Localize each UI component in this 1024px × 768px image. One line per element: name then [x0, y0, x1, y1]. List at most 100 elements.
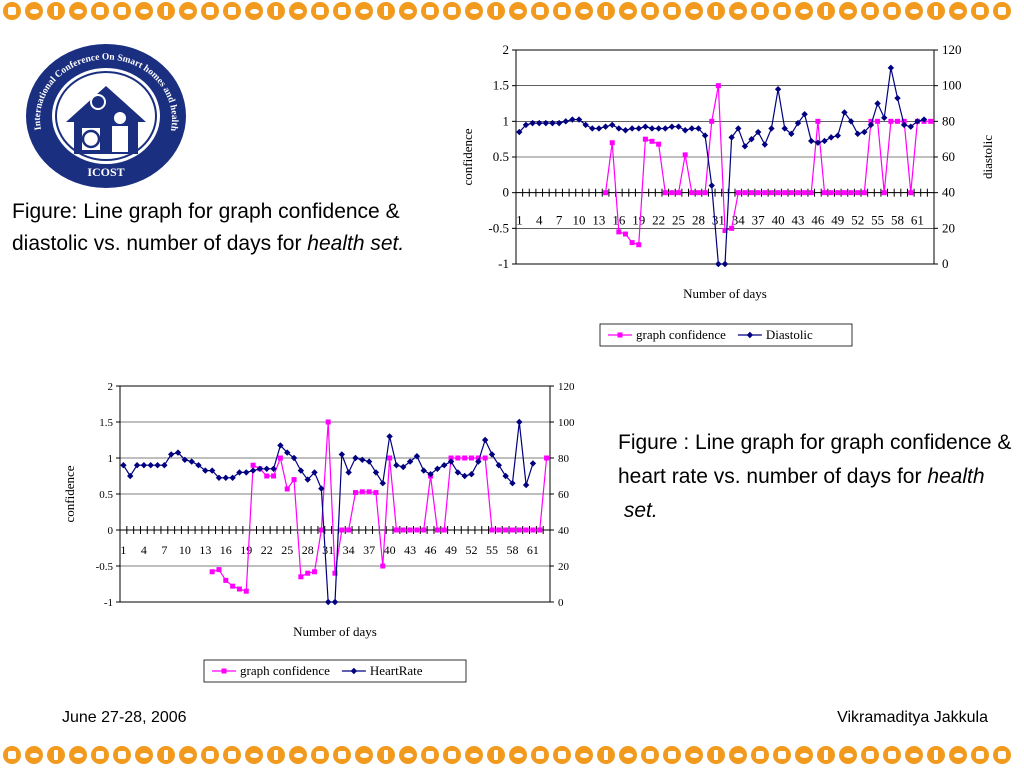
border-ornament	[179, 746, 197, 764]
data-point	[821, 137, 828, 145]
data-point	[215, 474, 223, 481]
border-ornament	[663, 746, 681, 764]
data-point	[529, 119, 536, 127]
data-point	[522, 121, 530, 129]
data-point	[154, 462, 161, 469]
y-tick-label: 1	[503, 113, 510, 128]
data-point	[695, 125, 702, 132]
border-ornament	[135, 746, 153, 764]
data-point	[427, 471, 434, 478]
y-tick-label: -1	[498, 256, 509, 271]
border-ornament	[575, 2, 593, 20]
data-point	[386, 433, 393, 440]
data-point	[887, 64, 895, 72]
y2-tick-label: 100	[558, 417, 575, 429]
x-tick-label: 7	[556, 213, 563, 228]
border-ornament	[949, 746, 967, 764]
y2-tick-label: 80	[558, 453, 570, 465]
data-point	[318, 527, 324, 533]
y2-tick-label: 20	[942, 220, 955, 235]
data-point	[669, 190, 675, 196]
data-point	[406, 458, 414, 465]
data-point	[861, 190, 867, 196]
x-tick-label: 37	[752, 213, 766, 228]
data-point	[223, 577, 229, 583]
data-point	[788, 190, 794, 196]
data-point	[140, 462, 148, 469]
data-point	[715, 83, 721, 89]
data-point	[822, 190, 828, 196]
border-ornament	[91, 746, 109, 764]
border-ornament	[729, 746, 747, 764]
data-point	[628, 125, 636, 132]
border-ornament	[311, 746, 329, 764]
data-point	[120, 462, 127, 469]
data-point	[352, 490, 358, 496]
border-ornament	[795, 746, 813, 764]
data-point	[469, 455, 475, 461]
y-tick-label: 1.5	[99, 417, 113, 429]
y2-tick-label: 80	[942, 113, 955, 128]
border-ornament	[223, 746, 241, 764]
data-point	[167, 451, 175, 458]
border-ornament	[751, 746, 769, 764]
data-point	[841, 190, 847, 196]
data-point	[413, 453, 421, 460]
border-ornament	[707, 2, 725, 20]
border-ornament	[25, 2, 43, 20]
data-point	[602, 123, 609, 130]
border-ornament	[971, 2, 989, 20]
data-point	[400, 527, 406, 533]
x-tick-label: 19	[240, 543, 252, 557]
border-ornament	[3, 746, 21, 764]
data-point	[762, 190, 768, 196]
data-point	[243, 469, 250, 476]
data-point	[755, 190, 761, 196]
legend-box	[203, 659, 467, 683]
data-point	[414, 527, 420, 533]
data-point	[420, 467, 427, 474]
data-point	[243, 588, 249, 594]
data-point	[595, 125, 603, 132]
border-ornament	[69, 746, 87, 764]
data-point	[271, 473, 277, 479]
data-point	[264, 473, 270, 479]
x-tick-label: 46	[811, 213, 825, 228]
caption-diastolic-text: Figure: Line graph for graph confidence …	[12, 200, 400, 255]
data-point	[847, 118, 855, 125]
x-axis-title: Number of days	[293, 624, 377, 639]
legend-box	[599, 323, 853, 347]
data-point	[682, 152, 688, 158]
data-point	[702, 190, 708, 196]
border-ornament	[817, 746, 835, 764]
data-point	[339, 527, 345, 533]
data-point	[888, 118, 894, 124]
border-ornament	[443, 2, 461, 20]
border-ornament	[47, 2, 65, 20]
data-point	[603, 190, 609, 196]
border-ornament	[839, 2, 857, 20]
data-point	[407, 527, 413, 533]
data-point	[741, 143, 749, 150]
data-point	[229, 474, 236, 481]
data-point	[676, 190, 682, 196]
border-ornament	[993, 2, 1011, 20]
data-point	[828, 190, 834, 196]
data-point	[503, 527, 509, 533]
data-point	[802, 190, 808, 196]
x-tick-label: 40	[772, 213, 785, 228]
data-point	[648, 125, 656, 132]
data-point	[270, 465, 277, 472]
border-ornament	[25, 746, 43, 764]
footer-date: June 27-28, 2006	[62, 709, 187, 726]
data-point	[133, 462, 141, 469]
data-point	[447, 458, 455, 465]
data-point	[441, 527, 447, 533]
data-point	[325, 419, 331, 425]
border-ornament	[773, 2, 791, 20]
y-axis-title: confidence	[62, 465, 77, 522]
logo-badge-text: ICOST	[87, 165, 124, 179]
data-point	[318, 485, 325, 492]
